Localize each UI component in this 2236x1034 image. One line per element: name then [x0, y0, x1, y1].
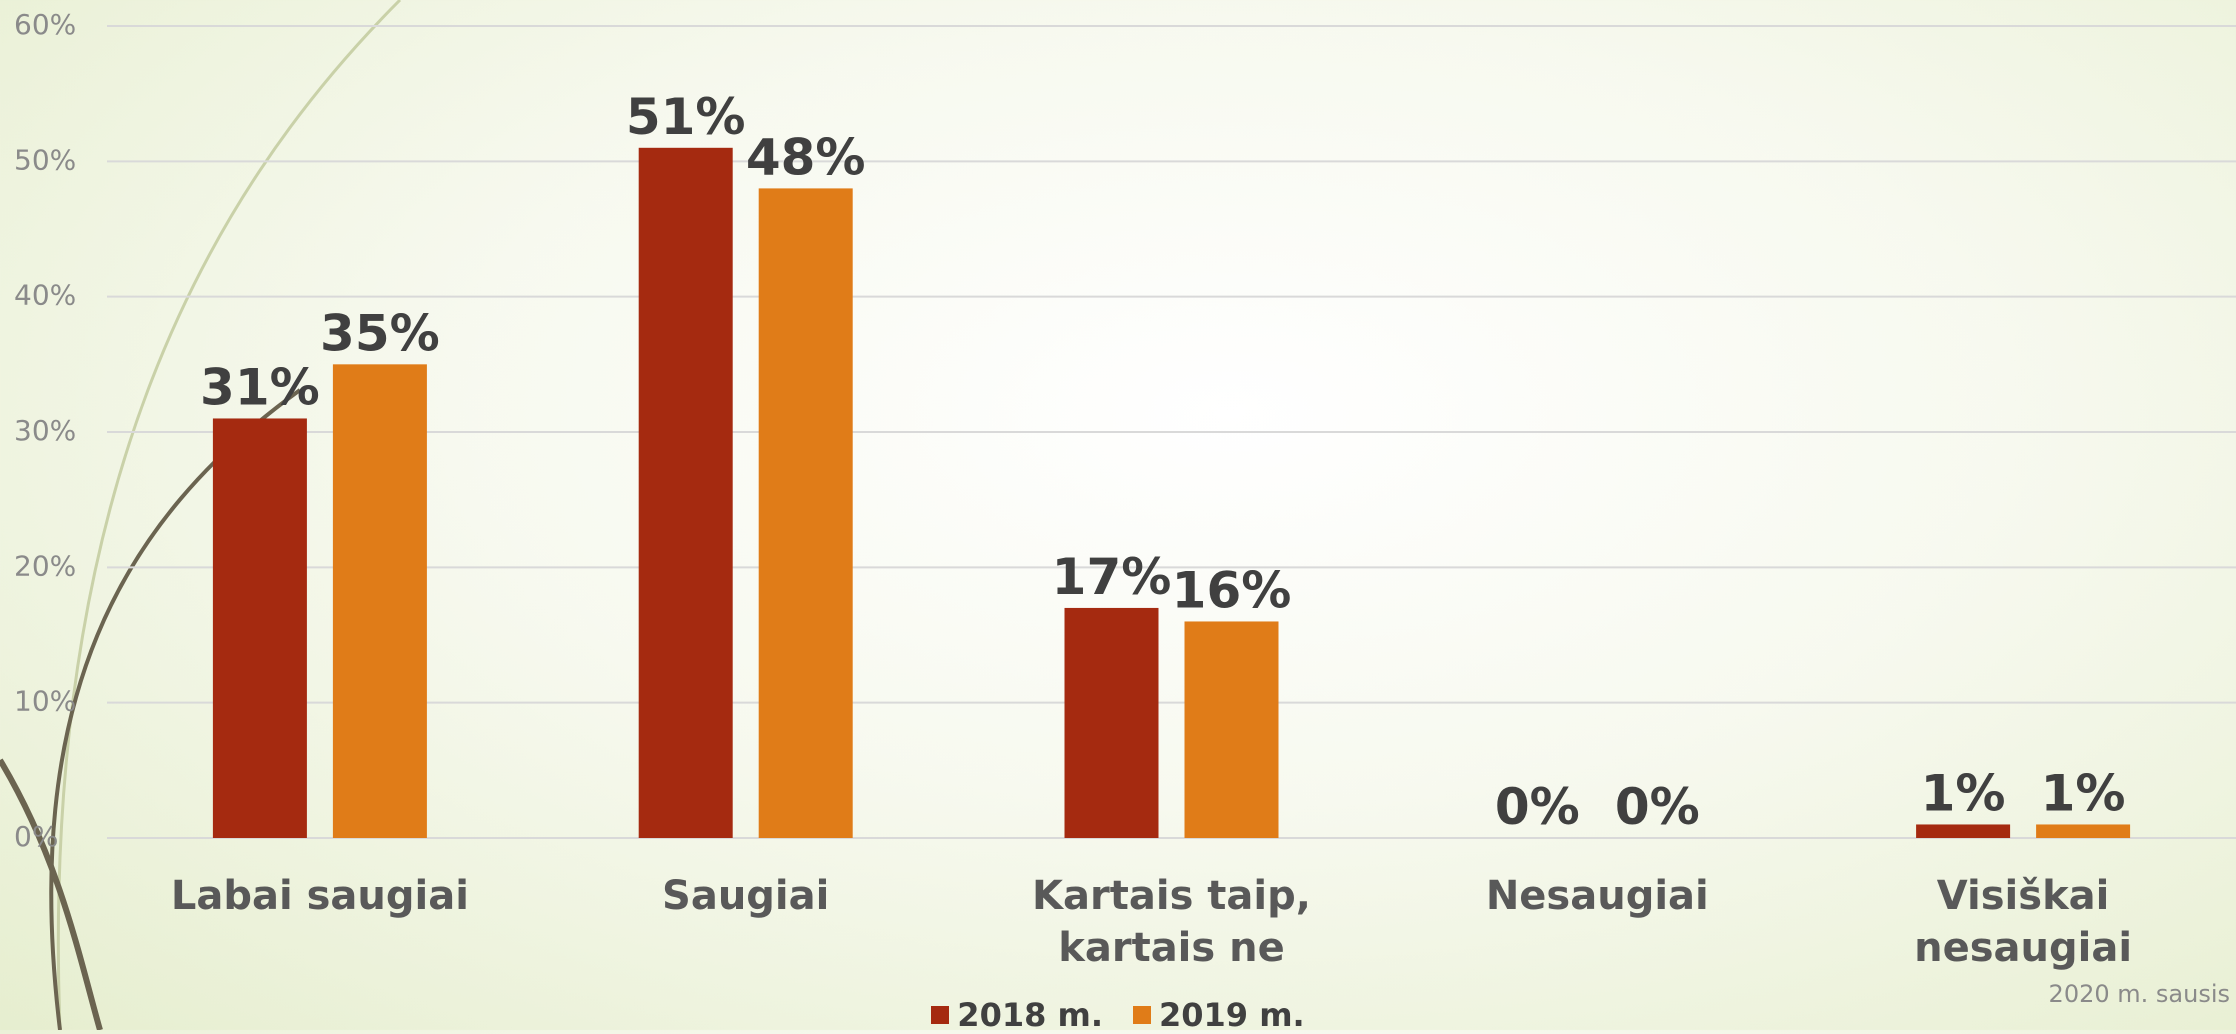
bar: [1065, 608, 1159, 838]
legend-swatch: [931, 1006, 949, 1024]
bar: [213, 418, 307, 838]
data-label: 17%: [1052, 548, 1172, 606]
data-label: 35%: [320, 304, 440, 362]
x-tick-label: Labai saugiai: [120, 870, 520, 922]
legend-label: 2018 m.: [957, 996, 1103, 1034]
legend-item: 2019 m.: [1133, 996, 1305, 1034]
page: {"chart_data": {"type": "bar", "categori…: [0, 0, 2236, 1030]
y-tick-label: 30%: [14, 414, 76, 447]
y-tick-label: 40%: [14, 279, 76, 312]
data-label: 1%: [1921, 764, 2006, 822]
x-tick-label: Visiškai nesaugiai: [1823, 870, 2223, 974]
y-tick-label: 60%: [14, 8, 76, 41]
bar: [2036, 824, 2130, 838]
data-label: 1%: [2041, 764, 2126, 822]
bar: [1916, 824, 2010, 838]
y-tick-label: 0%: [14, 820, 58, 853]
bar: [333, 364, 427, 838]
footer: 2020 m. sausis: [2049, 980, 2230, 1008]
x-tick-label: Saugiai: [546, 870, 946, 922]
data-label: 48%: [746, 128, 866, 186]
x-tick-label: Nesaugiai: [1397, 870, 1797, 922]
bar: [1185, 621, 1279, 838]
bar: [639, 148, 733, 838]
x-tick-label: Kartais taip, kartais ne: [972, 870, 1372, 974]
data-label: 0%: [1495, 778, 1580, 836]
data-label: 31%: [200, 358, 320, 416]
data-label: 0%: [1615, 778, 1700, 836]
y-tick-label: 10%: [14, 685, 76, 718]
legend-item: 2018 m.: [931, 996, 1103, 1034]
legend-label: 2019 m.: [1159, 996, 1305, 1034]
legend: 2018 m. 2019 m.: [0, 996, 2236, 1034]
legend-swatch: [1133, 1006, 1151, 1024]
y-tick-label: 20%: [14, 549, 76, 582]
data-label: 16%: [1172, 561, 1292, 619]
data-label: 51%: [626, 88, 746, 146]
y-tick-label: 50%: [14, 143, 76, 176]
bar: [759, 188, 853, 838]
